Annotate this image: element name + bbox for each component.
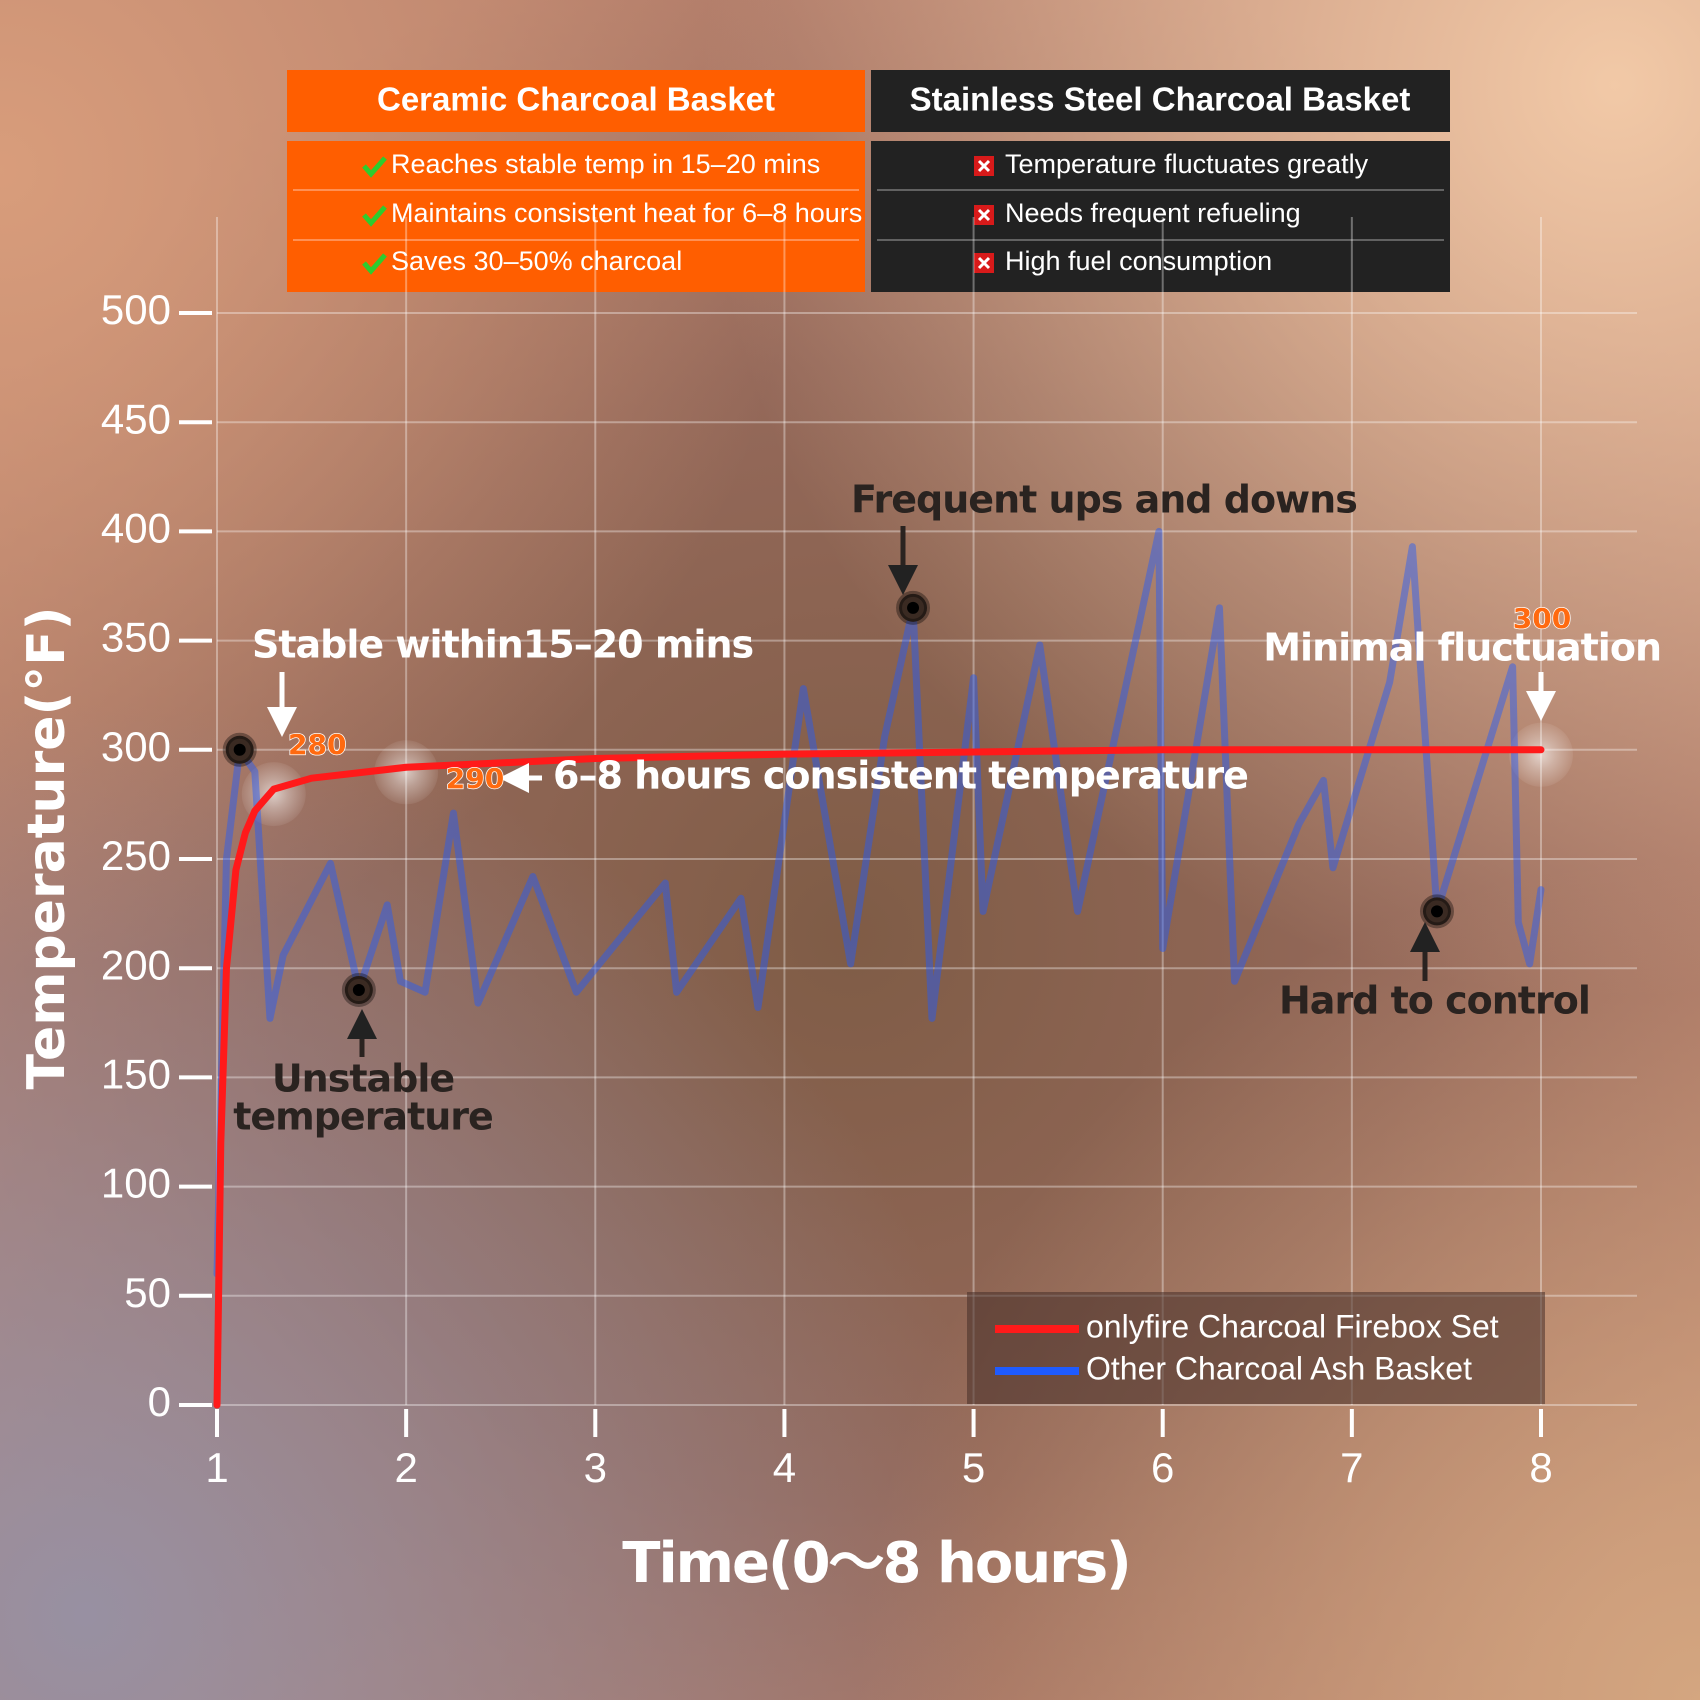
legend-box xyxy=(967,1292,1545,1404)
header-cell xyxy=(871,70,1450,132)
row-text: High fuel consumption xyxy=(1005,246,1272,276)
highlight-glow xyxy=(1509,722,1573,787)
legend-label: onlyfire Charcoal Firebox Set xyxy=(1086,1308,1499,1344)
annotation: Frequent ups and downs xyxy=(851,478,1357,522)
annotation: temperature xyxy=(233,1095,493,1139)
value-callout: 290 xyxy=(446,762,504,795)
check-icon xyxy=(362,253,387,275)
legend-label: Other Charcoal Ash Basket xyxy=(1086,1350,1472,1386)
cross-icon xyxy=(977,208,991,222)
annotation: Hard to control xyxy=(1279,979,1590,1023)
x-tick-label: 1 xyxy=(205,1444,228,1491)
point-marker-core xyxy=(907,601,920,614)
point-marker-core xyxy=(352,984,365,997)
y-tick-label: 250 xyxy=(101,832,171,879)
y-tick-label: 150 xyxy=(101,1050,171,1097)
header-text: Ceramic Charcoal Basket xyxy=(377,81,775,118)
x-tick-label: 8 xyxy=(1529,1444,1552,1491)
y-tick-label: 400 xyxy=(101,504,171,551)
body-cell xyxy=(287,141,865,292)
check-icon xyxy=(362,205,387,227)
y-tick-label: 350 xyxy=(101,614,171,661)
y-tick-label: 0 xyxy=(148,1378,171,1425)
annotation: Stable within15–20 mins xyxy=(252,623,753,667)
header-cell xyxy=(287,70,865,132)
check-icon xyxy=(362,156,387,178)
point-marker-core xyxy=(233,743,246,756)
comparison-table: Ceramic Charcoal Basket Stainless Steel … xyxy=(287,70,1450,292)
row-text: Reaches stable temp in 15–20 mins xyxy=(391,149,820,179)
x-tick-label: 4 xyxy=(773,1444,796,1491)
header-text: Stainless Steel Charcoal Basket xyxy=(910,81,1411,118)
y-tick-label: 300 xyxy=(101,723,171,770)
y-tick-label: 450 xyxy=(101,395,171,442)
y-tick-label: 500 xyxy=(101,286,171,333)
x-tick-label: 3 xyxy=(584,1444,607,1491)
cross-icon xyxy=(977,256,991,270)
y-axis-label: Temperature(°F) xyxy=(17,606,77,1089)
x-tick-label: 5 xyxy=(962,1444,985,1491)
cross-icon xyxy=(977,159,991,173)
x-tick-label: 7 xyxy=(1340,1444,1363,1491)
highlight-glow xyxy=(374,740,439,805)
row-text: Maintains consistent heat for 6–8 hours xyxy=(391,198,862,228)
x-axis-label: Time(0～8 hours) xyxy=(622,1531,1130,1596)
row-text: Temperature fluctuates greatly xyxy=(1005,149,1369,179)
y-tick-label: 200 xyxy=(101,941,171,988)
y-tick-label: 50 xyxy=(124,1269,171,1316)
series-line xyxy=(213,746,1545,1409)
x-tick-label: 2 xyxy=(394,1444,417,1491)
annotation: Minimal fluctuation xyxy=(1263,626,1661,670)
body-cell xyxy=(871,141,1450,292)
annotation: 6–8 hours consistent temperature xyxy=(553,754,1248,798)
value-callout: 300 xyxy=(1513,602,1571,635)
y-tick-label: 100 xyxy=(101,1160,171,1207)
row-text: Needs frequent refueling xyxy=(1005,198,1301,228)
row-text: Saves 30–50% charcoal xyxy=(391,246,682,276)
annotation: Unstable xyxy=(272,1057,454,1101)
point-marker-core xyxy=(1430,905,1443,918)
value-callout: 280 xyxy=(288,728,346,761)
x-tick-label: 6 xyxy=(1151,1444,1174,1491)
series-line xyxy=(213,527,1545,1278)
